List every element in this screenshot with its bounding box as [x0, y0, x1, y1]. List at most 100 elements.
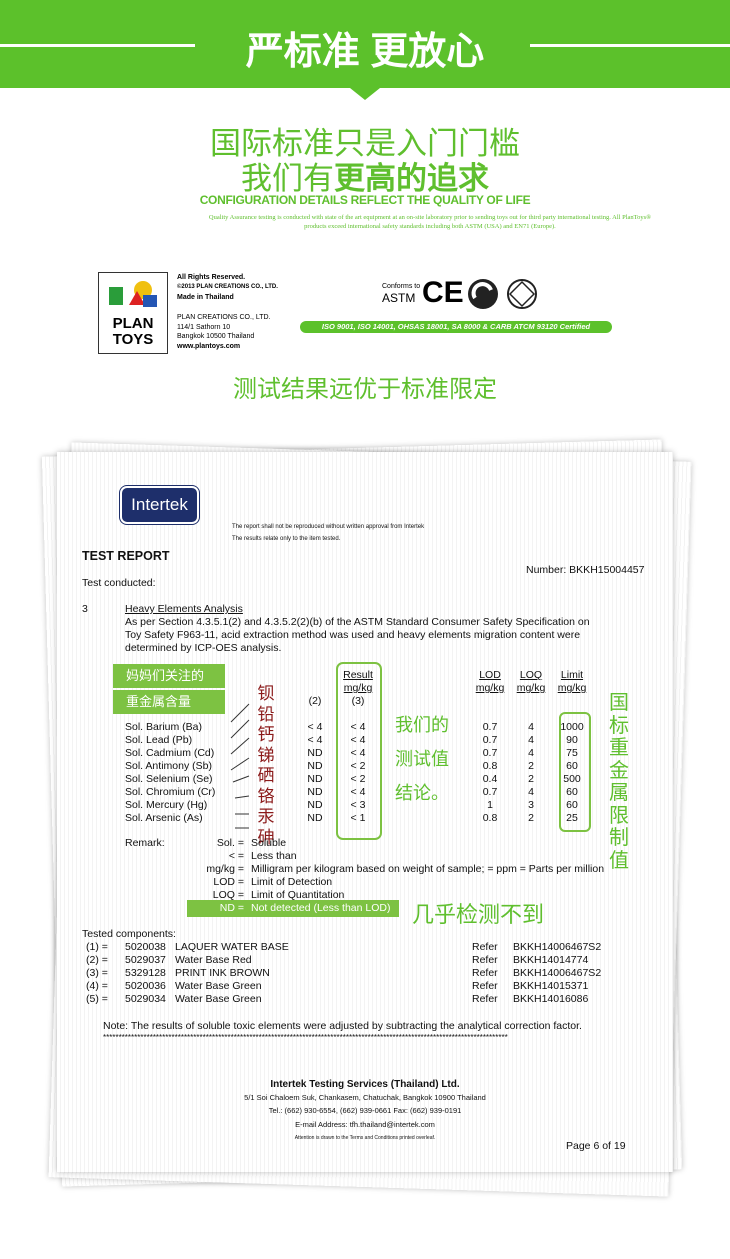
- element-cn: 硒: [257, 766, 275, 785]
- result-box: [336, 662, 382, 840]
- headline-bold: 更高的追求: [334, 161, 489, 196]
- cell: ND: [307, 812, 323, 824]
- brand-line: ©2013 PLAN CREATIONS CO., LTD.: [177, 284, 278, 290]
- cell: < 1: [350, 812, 366, 824]
- column-header: mg/kg: [343, 682, 373, 694]
- remark-key: Sol. =: [216, 837, 244, 849]
- cell: 2: [528, 760, 534, 772]
- nd-note: 几乎检测不到: [412, 902, 545, 927]
- element-name: Sol. Barium (Ba): [125, 721, 203, 733]
- remark-key: ND =: [219, 902, 244, 914]
- cell: 1: [487, 799, 493, 811]
- column-header: mg/kg: [557, 682, 587, 694]
- cell: 0.8: [482, 760, 498, 772]
- remark-value: Less than: [251, 850, 297, 862]
- cell: < 4: [350, 786, 366, 798]
- column-header: Result: [343, 669, 373, 681]
- cell: 90: [566, 734, 578, 746]
- component-cell: PRINT INK BROWN: [175, 967, 270, 979]
- column-header: (3): [351, 695, 365, 707]
- footer-email: E-mail Address: tfh.thailand@intertek.co…: [295, 1120, 435, 1129]
- element-name: Sol. Mercury (Hg): [125, 799, 208, 811]
- cell: 75: [566, 747, 578, 759]
- component-cell: 5020036: [125, 980, 166, 992]
- element-cn: 钡: [257, 684, 275, 703]
- footer-company: Intertek Testing Services (Thailand) Ltd…: [270, 1079, 460, 1090]
- footer-address: 5/1 Soi Chaloem Suk, Chankasem, Chatucha…: [244, 1093, 486, 1102]
- column-header: LOD: [479, 669, 501, 681]
- cell: ND: [307, 747, 323, 759]
- headline: 国际标准只是入门门槛: [210, 126, 520, 161]
- remark-value: Limit of Detection: [251, 876, 333, 888]
- remark-value: Soluble: [251, 837, 287, 849]
- cell: < 2: [350, 760, 366, 772]
- cell: < 4: [350, 734, 366, 746]
- report-page: [57, 452, 673, 1172]
- report-title: TEST REPORT: [82, 549, 170, 563]
- brand-line: 114/1 Sathorn 10: [177, 323, 231, 331]
- column-header: LOQ: [519, 669, 543, 681]
- element-name: Sol. Cadmium (Cd): [125, 747, 215, 759]
- test-conducted: Test conducted:: [82, 577, 156, 589]
- section-no: 3: [82, 603, 88, 615]
- component-cell: BKKH14016086: [513, 993, 589, 1005]
- our-results: 测试值: [395, 749, 449, 769]
- section-title: 测试结果远优于标准限定: [233, 376, 497, 403]
- note: Quality Assurance testing is conducted w…: [208, 214, 652, 230]
- cert-astm: ASTM: [382, 291, 416, 305]
- cell: 4: [528, 747, 534, 759]
- component-cell: Refer: [472, 993, 498, 1005]
- footer-attention: Attention is drawn to the Terms and Cond…: [294, 1135, 436, 1141]
- banner-line: [0, 44, 195, 47]
- cell: 4: [528, 721, 534, 733]
- component-cell: 5020038: [125, 941, 166, 953]
- element-cn: 铬: [257, 786, 275, 806]
- brand-line: www.plantoys.com: [177, 342, 241, 350]
- component-cell: Water Base Red: [175, 954, 252, 966]
- our-results: 结论。: [395, 783, 449, 803]
- subtitle: CONFIGURATION DETAILS REFLECT THE QUALIT…: [199, 193, 531, 207]
- element-name: Sol. Lead (Pb): [125, 734, 193, 746]
- logo-shapes: [109, 281, 157, 307]
- remark-value: Not detected (Less than LOD): [251, 902, 391, 914]
- asterisks: ****************************************…: [103, 1033, 508, 1042]
- cell: 0.8: [482, 812, 498, 824]
- remark-label: Remark:: [125, 837, 165, 849]
- cell: < 4: [307, 734, 323, 746]
- note: Note: The results of soluble toxic eleme…: [103, 1020, 582, 1032]
- paragraph-line: As per Section 4.3.5.1(2) and 4.3.5.2(2)…: [125, 616, 590, 628]
- our-results: 我们的: [395, 715, 449, 735]
- component-cell: (3) =: [86, 967, 108, 979]
- element-name: Sol. Chromium (Cr): [125, 786, 216, 798]
- cell: 4: [528, 734, 534, 746]
- slant-lines: [230, 703, 250, 829]
- cell: 0.7: [482, 721, 498, 733]
- component-cell: Refer: [472, 941, 498, 953]
- remark-key: mg/kg =: [206, 863, 244, 875]
- footer-tel: Tel.: (662) 930-6554, (662) 939-0661 Fax…: [268, 1106, 462, 1115]
- cell: 0.7: [482, 747, 498, 759]
- remark-key: < =: [228, 850, 244, 862]
- element-cn: 汞: [257, 807, 275, 826]
- headline-part: 我们有: [241, 161, 334, 196]
- cell: 25: [566, 812, 578, 824]
- brand-line: Bangkok 10500 Thailand: [177, 333, 255, 340]
- cert-iso: ISO 9001, ISO 14001, OHSAS 18001, SA 800…: [300, 321, 612, 333]
- logo-text: TOYS: [112, 331, 154, 348]
- intertek-logo: Intertek: [122, 488, 197, 522]
- component-cell: BKKH14015371: [513, 980, 589, 992]
- component-cell: Water Base Green: [175, 993, 262, 1005]
- component-cell: Refer: [472, 980, 498, 992]
- remark-value: Milligram per kilogram based on weight o…: [251, 863, 605, 875]
- cert-ce: CE: [422, 276, 464, 309]
- headline: 我们有更高的追求: [0, 153, 730, 198]
- cell: < 2: [350, 773, 366, 785]
- component-cell: BKKH14006467S2: [513, 967, 602, 979]
- column-header: mg/kg: [516, 682, 546, 694]
- brand-line: All Rights Reserved.: [177, 274, 246, 281]
- component-cell: BKKH14006467S2: [513, 941, 602, 953]
- element-cn: 砷: [257, 827, 275, 847]
- cell: 60: [566, 786, 578, 798]
- component-cell: 5029037: [125, 954, 166, 966]
